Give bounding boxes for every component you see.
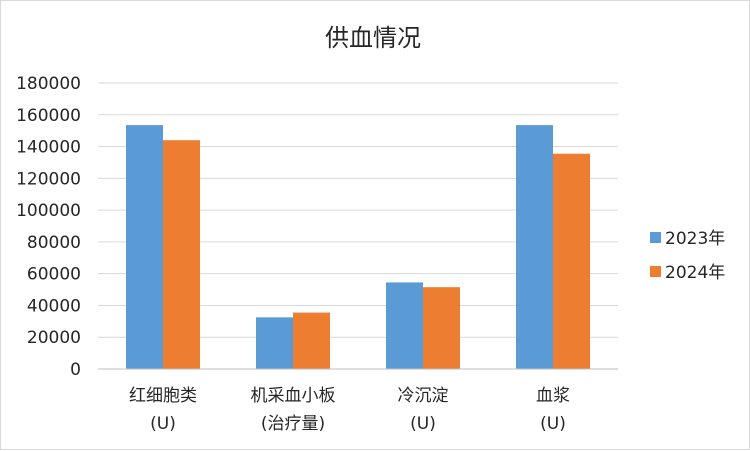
bar: [386, 282, 423, 369]
legend-swatch: [650, 232, 661, 243]
bar: [256, 317, 293, 369]
bar: [126, 125, 163, 369]
y-tick-label: 80000: [27, 233, 81, 253]
y-tick-label: 60000: [27, 265, 81, 285]
y-tick-label: 0: [70, 360, 81, 380]
x-tick-label: 红细胞类: [129, 386, 197, 406]
y-tick-label: 100000: [16, 201, 81, 221]
bars: [126, 125, 590, 369]
bar: [423, 287, 460, 369]
legend-label: 2024年: [665, 263, 725, 283]
y-tick-label: 40000: [27, 296, 81, 316]
x-tick-label: (治疗量): [261, 414, 325, 434]
x-tick-label: (U): [150, 414, 176, 434]
y-tick-label: 180000: [16, 74, 81, 94]
y-tick-label: 140000: [16, 138, 81, 158]
x-tick-label: (U): [410, 414, 436, 434]
bar: [163, 140, 200, 369]
bar: [516, 125, 553, 369]
y-tick-label: 160000: [16, 106, 81, 126]
x-tick-label: 机采血小板: [251, 386, 336, 406]
x-tick-label: 血浆: [536, 386, 570, 406]
x-tick-label: (U): [540, 414, 566, 434]
y-tick-label: 120000: [16, 169, 81, 189]
y-tick-label: 20000: [27, 328, 81, 348]
chart-title: 供血情况: [325, 24, 421, 52]
x-axis: 红细胞类 (U) 机采血小板 (治疗量) 冷沉淀 (U) 血浆 (U): [98, 368, 618, 434]
legend: 2023年 2024年: [650, 229, 725, 283]
legend-label: 2023年: [665, 229, 725, 249]
bar: [553, 153, 590, 369]
bar: [293, 312, 330, 369]
y-axis: 0 20000 40000 60000 80000 100000 120000 140000 1…: [16, 74, 81, 380]
legend-swatch: [650, 266, 661, 277]
x-tick-label: 冷沉淀: [398, 386, 449, 406]
